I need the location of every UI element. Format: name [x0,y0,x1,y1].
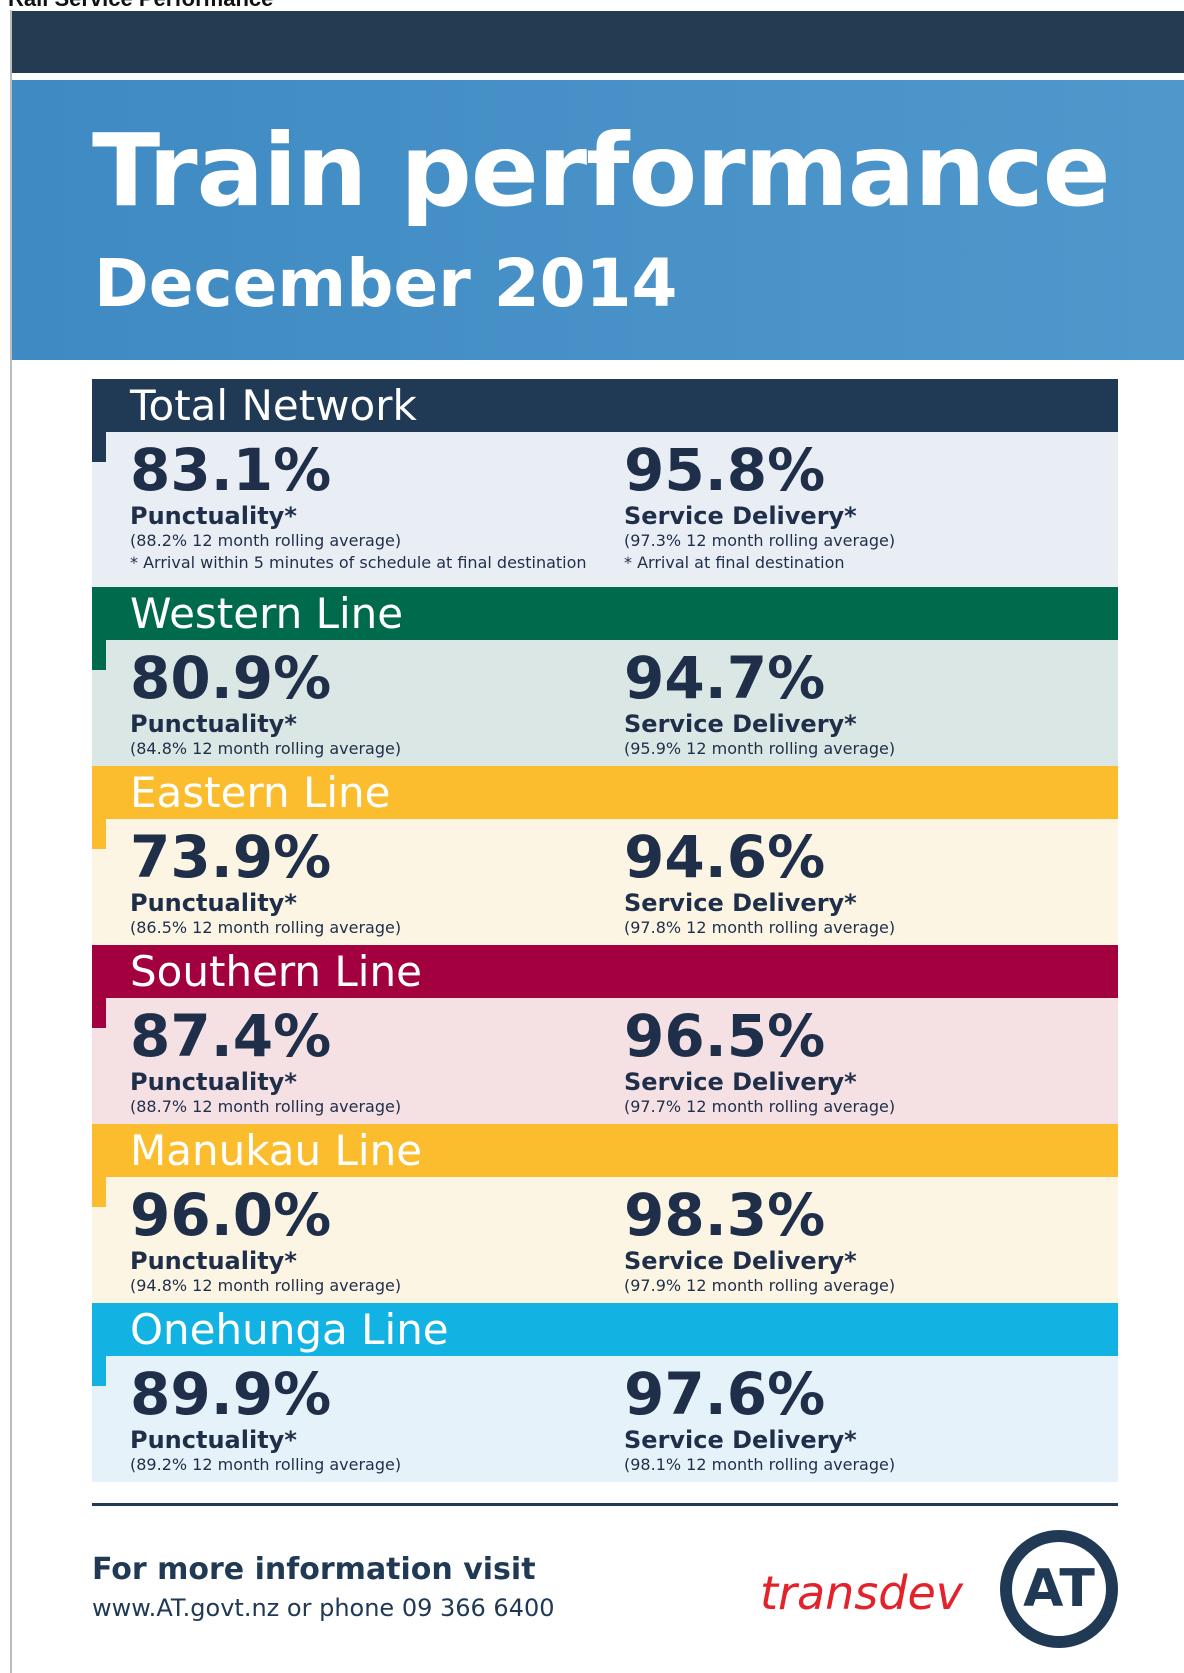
metric-label: Service Delivery* [624,1068,857,1096]
rolling-average: (98.1% 12 month rolling average) [624,1455,896,1474]
section-body: 80.9% Punctuality* (84.8% 12 month rolling… [92,640,1118,766]
at-logo: AT [1000,1530,1118,1648]
section: Western Line 80.9% Punctuality* (84.8% 12 m… [92,587,1118,766]
metric-value: 96.0% [130,1181,332,1249]
punctuality: 96.0% Punctuality* (94.8% 12 month rolling… [130,1183,624,1297]
metric-value: 87.4% [130,1002,332,1070]
section-tab [92,1177,106,1207]
footer-heading: For more information visit [92,1552,536,1587]
section-tab [92,998,106,1028]
metric-value: 89.9% [130,1360,332,1428]
service-delivery: 98.3% Service Delivery* (97.9% 12 month ro… [624,1183,1118,1297]
rolling-average: (84.8% 12 month rolling average) [130,739,402,758]
rolling-average: (88.2% 12 month rolling average) [130,531,402,550]
rolling-average: (95.9% 12 month rolling average) [624,739,896,758]
service-delivery: 94.6% Service Delivery* (97.8% 12 month ro… [624,825,1118,939]
footnote: * Arrival at final destination [624,553,845,572]
metric-label: Service Delivery* [624,1426,857,1454]
section-body: 89.9% Punctuality* (89.2% 12 month rolling… [92,1356,1118,1482]
section-name: Total Network [92,379,1118,432]
service-delivery: 97.6% Service Delivery* (98.1% 12 month ro… [624,1362,1118,1476]
metric-label: Service Delivery* [624,710,857,738]
top-bar [12,11,1184,73]
rolling-average: (86.5% 12 month rolling average) [130,918,402,937]
rolling-average: (89.2% 12 month rolling average) [130,1455,402,1474]
punctuality: 89.9% Punctuality* (89.2% 12 month rolling… [130,1362,624,1476]
punctuality: 80.9% Punctuality* (84.8% 12 month rolling… [130,646,624,760]
rolling-average: (88.7% 12 month rolling average) [130,1097,402,1116]
metric-label: Service Delivery* [624,889,857,917]
section-name: Onehunga Line [92,1303,1118,1356]
section-tab [92,432,106,462]
header-band [12,80,1184,360]
section-tab [92,640,106,670]
section-body: 83.1% Punctuality* (88.2% 12 month rolling… [92,432,1118,587]
page-title: Rail Service Performance [8,0,273,12]
metric-value: 94.6% [624,823,826,891]
partner-logo: transdev [760,1566,963,1620]
metric-label: Punctuality* [130,1068,297,1096]
service-delivery: 96.5% Service Delivery* (97.7% 12 month ro… [624,1004,1118,1118]
section: Onehunga Line 89.9% Punctuality* (89.2% 12 … [92,1303,1118,1482]
punctuality: 87.4% Punctuality* (88.7% 12 month rolling… [130,1004,624,1118]
section: Southern Line 87.4% Punctuality* (88.7% 12 … [92,945,1118,1124]
metric-label: Punctuality* [130,889,297,917]
metric-value: 98.3% [624,1181,826,1249]
metric-value: 80.9% [130,644,332,712]
divider [92,1503,1118,1506]
section-tab [92,819,106,849]
section: Total Network 83.1% Punctuality* (88.2% 12 … [92,379,1118,587]
frame [10,10,1184,1673]
metric-value: 83.1% [130,436,332,504]
punctuality: 73.9% Punctuality* (86.5% 12 month rolling… [130,825,624,939]
rolling-average: (97.3% 12 month rolling average) [624,531,896,550]
title: Train performance [92,112,1111,229]
metric-label: Punctuality* [130,502,297,530]
metric-value: 95.8% [624,436,826,504]
section-name: Manukau Line [92,1124,1118,1177]
section-body: 96.0% Punctuality* (94.8% 12 month rolling… [92,1177,1118,1303]
rolling-average: (97.8% 12 month rolling average) [624,918,896,937]
metric-label: Punctuality* [130,1247,297,1275]
footer-contact: www.AT.govt.nz or phone 09 366 6400 [92,1594,555,1622]
section-body: 87.4% Punctuality* (88.7% 12 month rolling… [92,998,1118,1124]
section-name: Western Line [92,587,1118,640]
metric-label: Punctuality* [130,1426,297,1454]
section-body: 73.9% Punctuality* (86.5% 12 month rolling… [92,819,1118,945]
footnote: * Arrival within 5 minutes of schedule a… [130,553,587,572]
service-delivery: 95.8% Service Delivery* (97.3% 12 month ro… [624,438,1118,581]
subtitle: December 2014 [94,245,678,322]
metric-value: 97.6% [624,1360,826,1428]
metric-label: Punctuality* [130,710,297,738]
section-tab [92,1356,106,1386]
section: Eastern Line 73.9% Punctuality* (86.5% 12 m… [92,766,1118,945]
metric-value: 73.9% [130,823,332,891]
metric-value: 94.7% [624,644,826,712]
rolling-average: (97.7% 12 month rolling average) [624,1097,896,1116]
metric-value: 96.5% [624,1002,826,1070]
sections: Total Network 83.1% Punctuality* (88.2% 12 … [92,379,1118,1482]
service-delivery: 94.7% Service Delivery* (95.9% 12 month ro… [624,646,1118,760]
section-name: Eastern Line [92,766,1118,819]
rolling-average: (97.9% 12 month rolling average) [624,1276,896,1295]
rolling-average: (94.8% 12 month rolling average) [130,1276,402,1295]
metric-label: Service Delivery* [624,1247,857,1275]
punctuality: 83.1% Punctuality* (88.2% 12 month rolling… [130,438,624,581]
section: Manukau Line 96.0% Punctuality* (94.8% 12 m… [92,1124,1118,1303]
section-name: Southern Line [92,945,1118,998]
metric-label: Service Delivery* [624,502,857,530]
